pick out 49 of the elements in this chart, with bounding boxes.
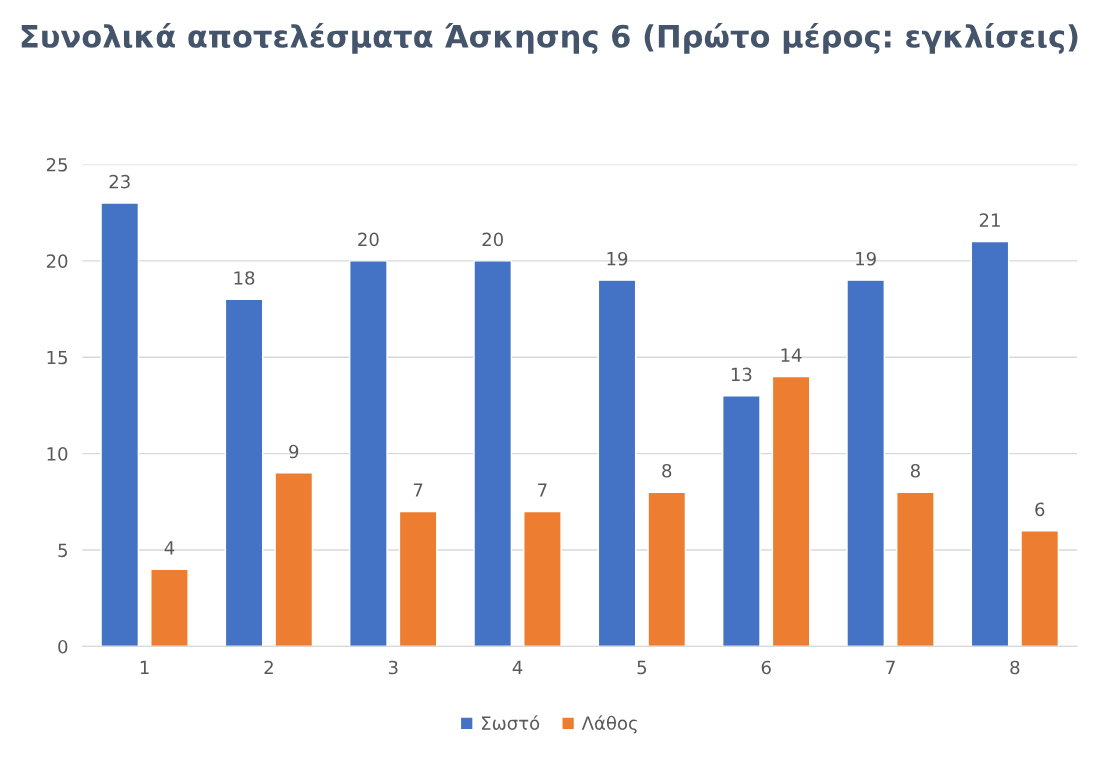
y-tick-label: 0 (58, 639, 68, 654)
bar (349, 260, 388, 647)
bar (771, 375, 811, 647)
x-tick-label: 5 (637, 660, 647, 675)
y-tick-label: 20 (46, 254, 68, 268)
bar (597, 279, 637, 647)
x-tick-label: 1 (140, 660, 149, 675)
x-tick-label: 8 (1010, 660, 1020, 675)
bar (224, 298, 264, 647)
y-tick-label: 5 (58, 543, 67, 558)
data-label: 20 (358, 232, 379, 247)
data-label: 8 (662, 463, 672, 478)
x-tick-label: 2 (264, 660, 273, 675)
x-tick-label: 4 (512, 660, 523, 675)
bar (100, 202, 140, 647)
data-label: 7 (413, 483, 423, 497)
data-label: 19 (856, 251, 876, 266)
x-tick-label: 7 (886, 660, 895, 675)
x-tick-label: 3 (388, 660, 398, 675)
data-label: 14 (781, 348, 802, 362)
bar (846, 279, 886, 647)
legend-label: Λάθος (581, 715, 637, 734)
bar (1020, 530, 1060, 647)
data-label: 13 (731, 367, 752, 382)
data-label: 9 (289, 444, 299, 459)
data-label: 4 (164, 541, 175, 555)
bar (274, 472, 314, 647)
data-label: 23 (109, 174, 130, 189)
bar (473, 260, 513, 647)
bar (970, 240, 1010, 647)
data-label: 18 (234, 271, 255, 285)
legend-label: Σωστό (482, 715, 540, 730)
data-label: 8 (910, 463, 920, 478)
x-tick-label: 6 (761, 660, 771, 675)
bar (523, 510, 562, 647)
data-label: 21 (979, 213, 1000, 227)
data-label: 6 (1035, 502, 1045, 517)
data-label: 7 (538, 483, 547, 497)
data-label: 19 (607, 251, 628, 266)
bar (896, 491, 935, 647)
data-label: 20 (482, 232, 503, 247)
y-tick-label: 25 (46, 157, 67, 172)
bar (647, 491, 687, 647)
y-tick-label: 15 (47, 350, 67, 365)
bar (722, 395, 761, 647)
y-tick-label: 10 (47, 447, 68, 461)
chart-title: Συνολικά αποτελέσματα Άσκησης 6 (Πρώτο μέρος: εγκλίσεις) (21, 22, 1078, 54)
bar (398, 510, 438, 647)
bar (150, 568, 189, 647)
